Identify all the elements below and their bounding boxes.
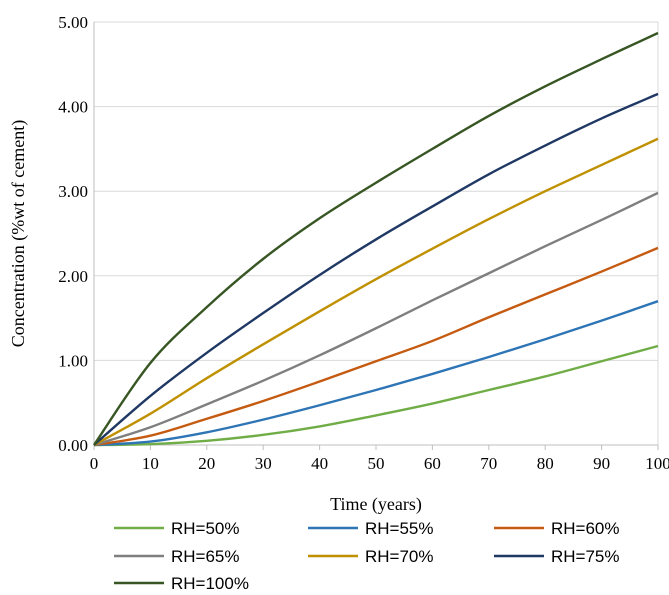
y-tick-label: 0.00 <box>58 436 88 455</box>
legend-label: RH=60% <box>551 519 620 538</box>
series-line <box>93 92 659 446</box>
y-tick-label: 3.00 <box>58 182 88 201</box>
legend-label: RH=65% <box>171 547 240 566</box>
legend: RH=50% RH=55% RH=60% RH=65% RH=70% RH=75% RH=1… <box>114 519 620 593</box>
y-tick-label: 1.00 <box>58 351 88 370</box>
tick-labels: 0.00 1.00 2.00 3.00 4.00 5.00 0 10 20 30 40 50 60 70 8… <box>58 13 669 473</box>
series-line <box>93 300 659 447</box>
x-tick-label: 10 <box>142 454 159 473</box>
gridlines <box>94 21 658 361</box>
series-line <box>93 191 659 447</box>
series-line <box>93 344 659 447</box>
x-tick-label: 80 <box>537 454 554 473</box>
x-tick-label: 60 <box>424 454 441 473</box>
x-tick-label: 100 <box>645 454 669 473</box>
x-tick-label: 70 <box>480 454 497 473</box>
x-tick-label: 40 <box>311 454 328 473</box>
legend-label: RH=55% <box>365 519 434 538</box>
x-tick-label: 50 <box>368 454 385 473</box>
legend-label: RH=70% <box>365 547 434 566</box>
y-tick-label: 4.00 <box>58 98 88 117</box>
legend-label: RH=75% <box>551 547 620 566</box>
y-tick-label: 5.00 <box>58 13 88 32</box>
axes <box>93 22 659 450</box>
x-axis-title: Time (years) <box>330 494 422 515</box>
legend-label: RH=100% <box>171 574 249 593</box>
legend-label: RH=50% <box>171 519 240 538</box>
x-tick-label: 90 <box>593 454 610 473</box>
y-tick-label: 2.00 <box>58 267 88 286</box>
x-tick-label: 30 <box>255 454 272 473</box>
series-line <box>93 137 659 447</box>
x-tick-label: 20 <box>198 454 215 473</box>
series-line <box>93 246 659 447</box>
x-tick-label: 0 <box>90 454 99 473</box>
series-line <box>93 31 659 446</box>
series-lines <box>93 31 659 447</box>
y-axis-title: Concentration (%wt of cement) <box>8 120 29 347</box>
